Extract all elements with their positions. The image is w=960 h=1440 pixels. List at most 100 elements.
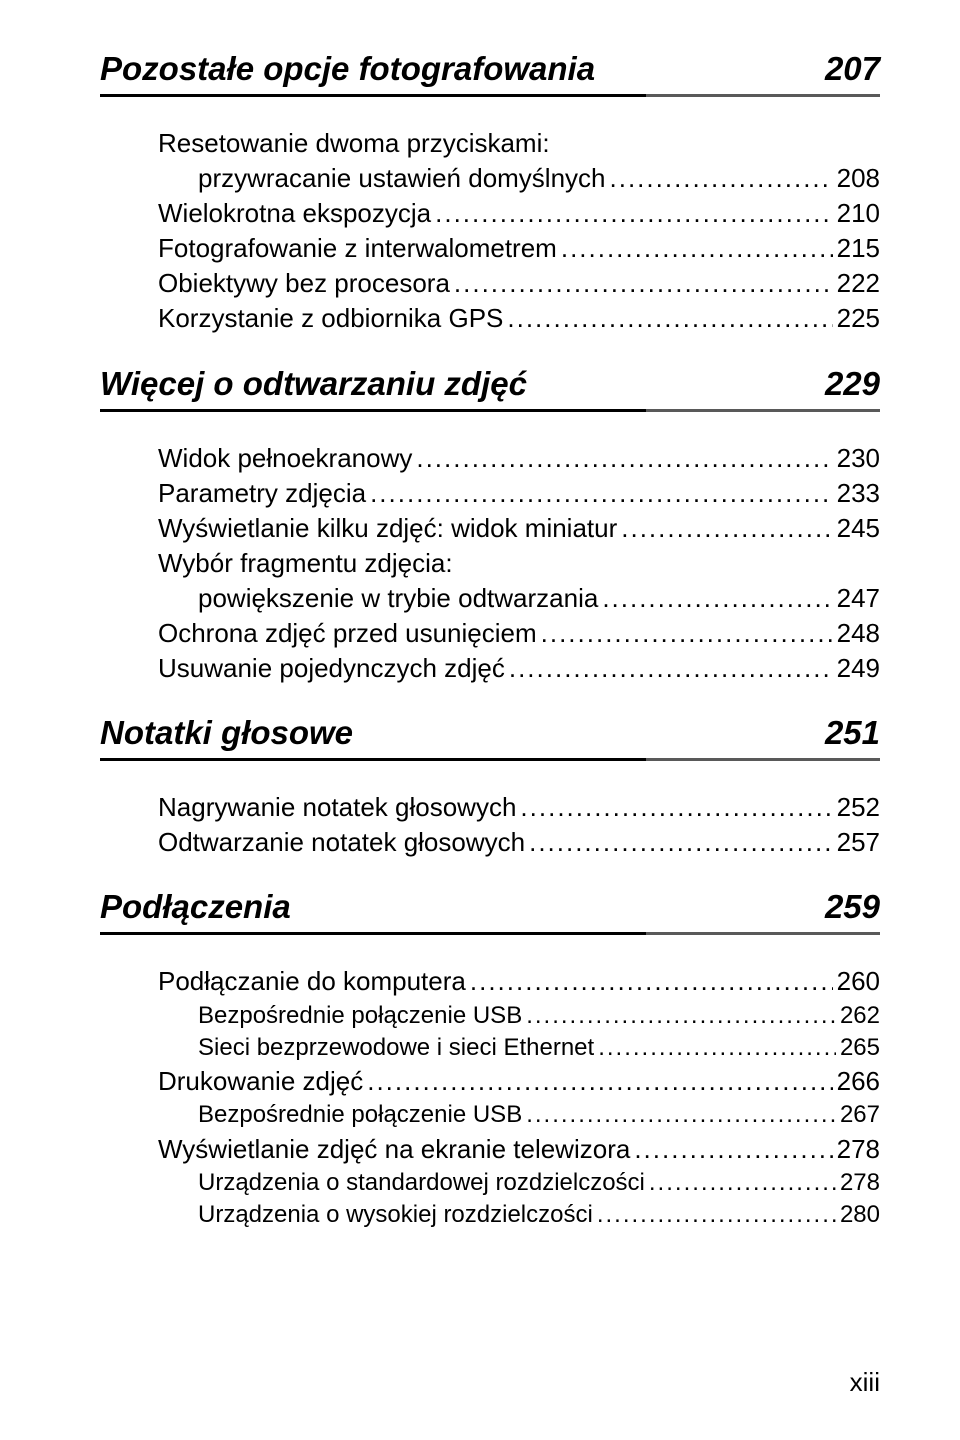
toc-leader (634, 1132, 832, 1167)
toc-entry-page: 252 (837, 790, 880, 825)
toc-entry-line: Resetowanie dwoma przyciskami: (158, 126, 880, 161)
toc-entry: Usuwanie pojedynczych zdjęć 249 (158, 651, 880, 686)
toc-entry-label: Nagrywanie notatek głosowych (158, 790, 516, 825)
toc-entry: Wyświetlanie zdjęć na ekranie telewizora… (158, 1132, 880, 1167)
toc-leader (520, 790, 832, 825)
toc-leader (610, 161, 833, 196)
toc-entry-page: 248 (837, 616, 880, 651)
section-header: Podłączenia 259 (100, 888, 880, 926)
toc-entry: Wyświetlanie kilku zdjęć: widok miniatur… (158, 511, 880, 546)
toc-entry-page: 280 (840, 1199, 880, 1231)
toc-block: Resetowanie dwoma przyciskami:przywracan… (158, 126, 880, 337)
toc-entry-label: Ochrona zdjęć przed usunięciem (158, 616, 537, 651)
section-title: Pozostałe opcje fotografowania (100, 50, 595, 88)
section-title: Podłączenia (100, 888, 291, 926)
toc-entry-label: Wielokrotna ekspozycja (158, 196, 431, 231)
toc-entry-label: Usuwanie pojedynczych zdjęć (158, 651, 505, 686)
toc-entry: Ochrona zdjęć przed usunięciem 248 (158, 616, 880, 651)
toc-leader (416, 441, 832, 476)
toc-entry: Korzystanie z odbiornika GPS 225 (158, 301, 880, 336)
toc-entry-label: Podłączanie do komputera (158, 964, 466, 999)
toc-entry-label: Odtwarzanie notatek głosowych (158, 825, 525, 860)
section-title: Notatki głosowe (100, 714, 353, 752)
toc-entry-page: 233 (837, 476, 880, 511)
toc-entry: powiększenie w trybie odtwarzania 247 (198, 581, 880, 616)
toc-entry: Widok pełnoekranowy 230 (158, 441, 880, 476)
toc-entry: Parametry zdjęcia 233 (158, 476, 880, 511)
section-header: Notatki głosowe 251 (100, 714, 880, 752)
toc-entry-label: Wyświetlanie kilku zdjęć: widok miniatur (158, 511, 617, 546)
toc-entry: Obiektywy bez procesora222 (158, 266, 880, 301)
toc-entry-label: Sieci bezprzewodowe i sieci Ethernet (198, 1032, 594, 1064)
toc-leader (509, 651, 833, 686)
toc-block: Podłączanie do komputera260Bezpośrednie … (158, 964, 880, 1231)
toc-entry: Drukowanie zdjęć 266 (158, 1064, 880, 1099)
toc-leader (367, 1064, 832, 1099)
toc-entry-page: 267 (840, 1099, 880, 1131)
toc-entry-label: Drukowanie zdjęć (158, 1064, 363, 1099)
toc-entry-label: Urządzenia o standardowej rozdzielczości (198, 1167, 645, 1199)
section-page: 207 (825, 50, 880, 88)
toc-entry: Wielokrotna ekspozycja 210 (158, 196, 880, 231)
toc-entry-label: Urządzenia o wysokiej rozdzielczości (198, 1199, 593, 1231)
toc-entry: Odtwarzanie notatek głosowych 257 (158, 825, 880, 860)
toc-entry-page: 215 (837, 231, 880, 266)
toc-leader (649, 1167, 836, 1199)
toc-entry-page: 208 (837, 161, 880, 196)
section-underline (100, 932, 880, 936)
toc-entry-page: 262 (840, 1000, 880, 1032)
toc-leader (541, 616, 833, 651)
toc-entry: Fotografowanie z interwalometrem 215 (158, 231, 880, 266)
toc-entry: Sieci bezprzewodowe i sieci Ethernet 265 (198, 1032, 880, 1064)
toc-entry-page: 278 (837, 1132, 880, 1167)
section-title: Więcej o odtwarzaniu zdjęć (100, 365, 527, 403)
section-page: 229 (825, 365, 880, 403)
toc-entry-label: Parametry zdjęcia (158, 476, 366, 511)
toc-entry-label: Widok pełnoekranowy (158, 441, 412, 476)
toc-entry-label: powiększenie w trybie odtwarzania (198, 581, 598, 616)
toc-entry-label: Wyświetlanie zdjęć na ekranie telewizora (158, 1132, 630, 1167)
toc-leader (507, 301, 832, 336)
toc-leader (621, 511, 832, 546)
toc-entry-page: 266 (837, 1064, 880, 1099)
toc-entry-page: 260 (837, 964, 880, 999)
toc-entry-label: Fotografowanie z interwalometrem (158, 231, 557, 266)
toc-block: Nagrywanie notatek głosowych252Odtwarzan… (158, 790, 880, 860)
toc-entry-page: 265 (840, 1032, 880, 1064)
toc-entry-page: 257 (837, 825, 880, 860)
toc-entry-page: 210 (837, 196, 880, 231)
toc-entry: Urządzenia o wysokiej rozdzielczości 280 (198, 1199, 880, 1231)
footer-page-number: xiii (850, 1367, 880, 1398)
toc-entry: Podłączanie do komputera 260 (158, 964, 880, 999)
toc-entry-label: Bezpośrednie połączenie USB (198, 1000, 522, 1032)
toc-content: Pozostałe opcje fotografowania 207 Resetow… (100, 50, 880, 1232)
toc-entry: Nagrywanie notatek głosowych 252 (158, 790, 880, 825)
toc-leader (561, 231, 833, 266)
toc-entry-page: 249 (837, 651, 880, 686)
toc-entry-line: Wybór fragmentu zdjęcia: (158, 546, 880, 581)
toc-entry: Bezpośrednie połączenie USB 262 (198, 1000, 880, 1032)
toc-entry-page: 278 (840, 1167, 880, 1199)
toc-entry-page: 247 (837, 581, 880, 616)
section-page: 251 (825, 714, 880, 752)
toc-entry-label: Obiektywy bez procesora (158, 266, 450, 301)
toc-leader (526, 1099, 836, 1131)
section-header: Pozostałe opcje fotografowania 207 (100, 50, 880, 88)
toc-leader (470, 964, 833, 999)
toc-leader (529, 825, 833, 860)
toc-leader (370, 476, 833, 511)
toc-entry: Urządzenia o standardowej rozdzielczości… (198, 1167, 880, 1199)
section-page: 259 (825, 888, 880, 926)
toc-entry: przywracanie ustawień domyślnych 208 (198, 161, 880, 196)
toc-entry: Bezpośrednie połączenie USB267 (198, 1099, 880, 1131)
toc-entry-page: 225 (837, 301, 880, 336)
section-underline (100, 409, 880, 413)
section-underline (100, 758, 880, 762)
toc-leader (598, 1032, 836, 1064)
toc-leader (526, 1000, 836, 1032)
section-underline (100, 94, 880, 98)
toc-block: Widok pełnoekranowy 230 Parametry zdjęcia 2… (158, 441, 880, 687)
toc-entry-label: Korzystanie z odbiornika GPS (158, 301, 503, 336)
toc-entry-label: przywracanie ustawień domyślnych (198, 161, 606, 196)
toc-entry-page: 230 (837, 441, 880, 476)
